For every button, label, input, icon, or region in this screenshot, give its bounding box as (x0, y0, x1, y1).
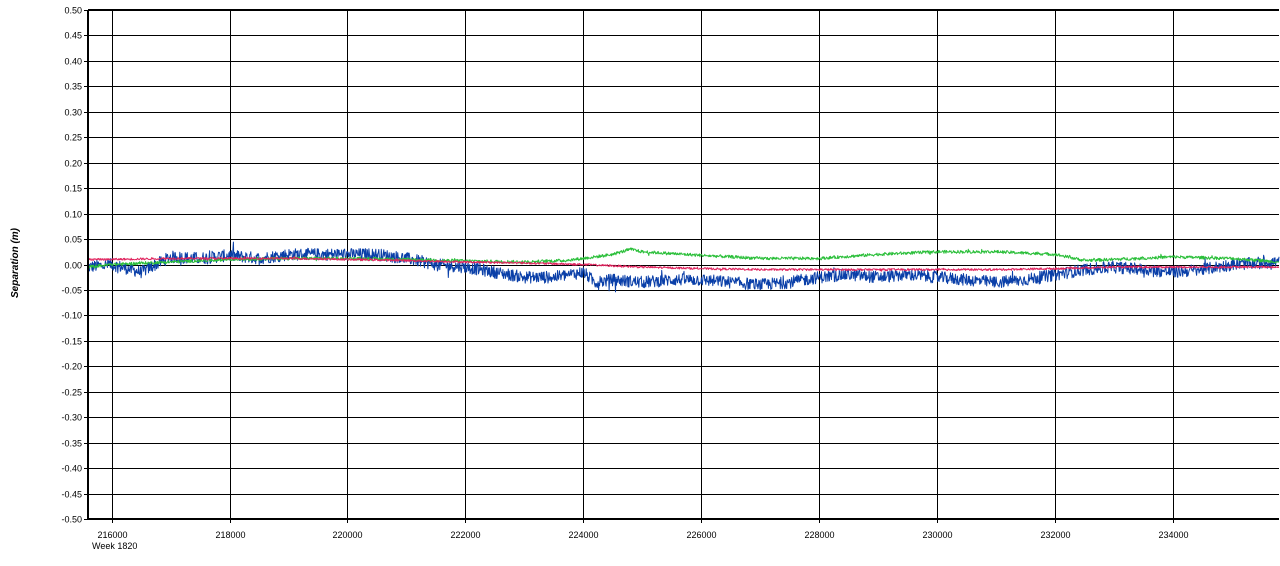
axes (84, 9, 1279, 523)
y-tick-label: 0.15 (64, 184, 82, 194)
y-tick-label: -0.45 (61, 490, 82, 500)
y-tick-label: -0.40 (61, 464, 82, 474)
gridlines (88, 10, 1279, 520)
tick-labels: 0.50 0.45 0.40 0.35 0.30 0.25 0.20 0.15 0.10 0.05… (61, 6, 1188, 541)
y-tick-label: 0.05 (64, 235, 82, 245)
data-series-line (87, 247, 1280, 269)
x-tick-label: 234000 (1158, 530, 1188, 540)
y-tick-label: 0.35 (64, 82, 82, 92)
y-tick-label: -0.30 (61, 413, 82, 423)
x-tick-label: 232000 (1040, 530, 1070, 540)
y-tick-label: 0.20 (64, 159, 82, 169)
y-tick-label: 0.30 (64, 108, 82, 118)
y-axis-label: Separation (m) (10, 227, 21, 298)
y-tick-label: 0.25 (64, 133, 82, 143)
y-tick-label: -0.15 (61, 337, 82, 347)
x-tick-label: 216000 (97, 530, 127, 540)
x-axis-sublabel: Week 1820 (92, 541, 137, 551)
y-tick-label: -0.50 (61, 515, 82, 525)
y-tick-label: 0.45 (64, 31, 82, 41)
x-tick-label: 230000 (922, 530, 952, 540)
y-tick-label: 0.40 (64, 57, 82, 67)
data-series-line (87, 241, 1280, 293)
y-tick-label: -0.10 (61, 311, 82, 321)
y-tick-label: -0.05 (61, 286, 82, 296)
data-series-line (88, 256, 1280, 272)
x-tick-label: 220000 (332, 530, 362, 540)
x-tick-label: 222000 (450, 530, 480, 540)
x-tick-label: 226000 (686, 530, 716, 540)
y-tick-label: 0.50 (64, 6, 82, 16)
x-tick-label: 224000 (568, 530, 598, 540)
x-tick-label: 228000 (804, 530, 834, 540)
y-tick-label: -0.35 (61, 439, 82, 449)
plot-series (87, 241, 1280, 293)
y-tick-label: -0.20 (61, 362, 82, 372)
y-tick-label: -0.25 (61, 388, 82, 398)
y-tick-label: 0.10 (64, 210, 82, 220)
x-tick-label: 218000 (215, 530, 245, 540)
y-tick-label: 0.00 (64, 261, 82, 271)
